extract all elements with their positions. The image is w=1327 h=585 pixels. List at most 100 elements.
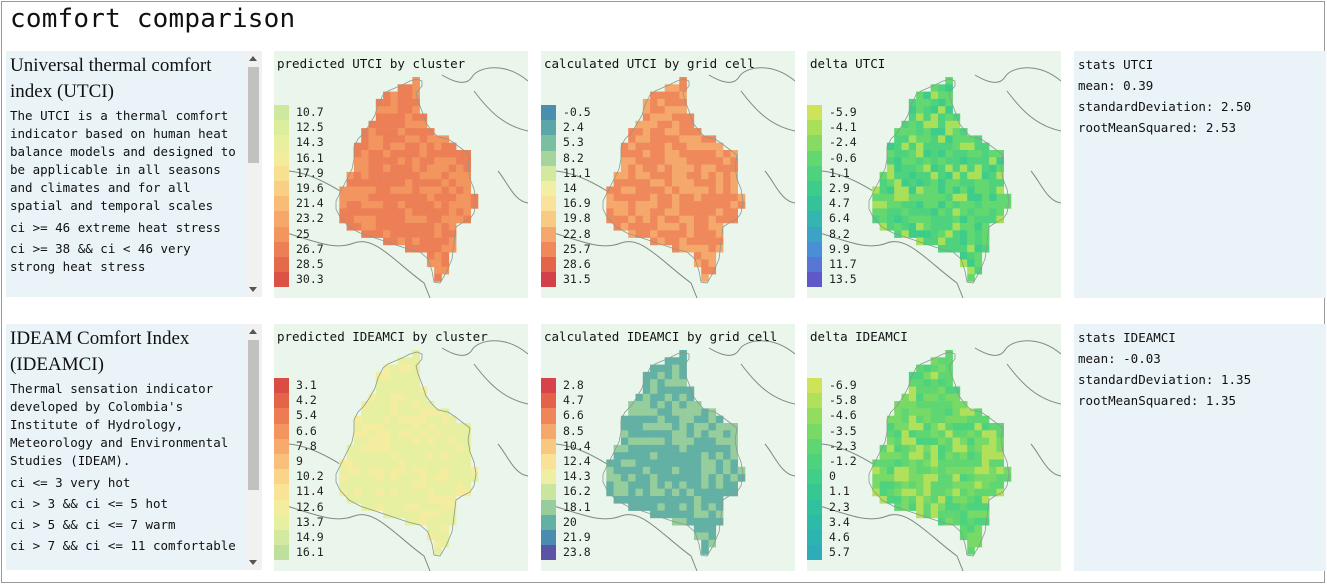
map-cell[interactable] [620, 459, 629, 468]
map-cell[interactable] [730, 488, 738, 497]
map-cell[interactable] [894, 208, 902, 216]
map-cell[interactable] [945, 496, 953, 504]
map-cell[interactable] [930, 230, 939, 238]
map-cell[interactable] [952, 503, 961, 511]
map-cell[interactable] [383, 379, 391, 387]
map-cell[interactable] [715, 437, 724, 446]
map-cell[interactable] [967, 193, 975, 202]
map-cell[interactable] [368, 474, 377, 482]
map-cell[interactable] [390, 150, 398, 158]
map-cell[interactable] [368, 430, 377, 438]
map-cell[interactable] [730, 208, 738, 216]
map-cell[interactable] [908, 201, 917, 209]
map-cell[interactable] [397, 186, 406, 195]
map-cell[interactable] [419, 113, 428, 122]
map-cell[interactable] [737, 193, 746, 202]
map-cell[interactable] [361, 186, 369, 195]
map-cell[interactable] [613, 452, 622, 460]
map-cell[interactable] [397, 379, 406, 387]
map-cell[interactable] [664, 230, 673, 238]
map-cell[interactable] [672, 379, 680, 387]
map-cell[interactable] [368, 488, 377, 497]
map-cell[interactable] [923, 401, 931, 409]
map-cell[interactable] [908, 415, 917, 424]
map-cell[interactable] [945, 386, 953, 395]
map-cell[interactable] [916, 215, 924, 224]
map-cell[interactable] [715, 171, 724, 180]
map-cell[interactable] [693, 430, 702, 438]
map-cell[interactable] [693, 474, 702, 482]
map-cell[interactable] [872, 186, 880, 195]
map-cell[interactable] [664, 164, 673, 173]
map-cell[interactable] [434, 157, 442, 165]
map-cell[interactable] [390, 503, 398, 511]
map-cell[interactable] [952, 237, 961, 246]
map-cell[interactable] [635, 466, 644, 475]
map-cell[interactable] [945, 466, 953, 475]
map-cell[interactable] [679, 142, 687, 151]
map-cell[interactable] [441, 179, 450, 187]
map-cell[interactable] [353, 423, 362, 431]
map-cell[interactable] [901, 150, 910, 158]
map-cell[interactable] [938, 503, 946, 511]
map-cell[interactable] [686, 386, 695, 395]
map-cell[interactable] [981, 179, 990, 187]
map-cell[interactable] [923, 91, 931, 100]
map-cell[interactable] [375, 423, 384, 431]
map-cell[interactable] [642, 164, 651, 173]
map-cell[interactable] [441, 517, 450, 526]
map-cell[interactable] [346, 223, 355, 231]
map-cell[interactable] [701, 215, 709, 224]
map-cell[interactable] [397, 401, 406, 409]
map-cell[interactable] [664, 444, 673, 453]
map-cell[interactable] [916, 393, 924, 402]
map-cell[interactable] [923, 142, 931, 151]
map-cell[interactable] [938, 357, 946, 365]
map-cell[interactable] [693, 201, 702, 209]
map-cell[interactable] [405, 510, 413, 519]
map-cell[interactable] [930, 91, 939, 100]
map-cell[interactable] [628, 481, 636, 489]
map-cell[interactable] [959, 201, 968, 209]
map-cell[interactable] [945, 444, 953, 453]
map-cell[interactable] [368, 466, 377, 475]
map-cell[interactable] [361, 452, 369, 460]
map-cell[interactable] [448, 150, 457, 158]
map-cell[interactable] [923, 423, 931, 431]
map-cell[interactable] [879, 201, 888, 209]
map-cell[interactable] [701, 423, 709, 431]
map-cell[interactable] [456, 215, 464, 224]
map-cell[interactable] [657, 223, 665, 231]
map-cell[interactable] [448, 230, 457, 238]
map-cell[interactable] [463, 452, 471, 460]
map-cell[interactable] [967, 547, 975, 555]
map-cell[interactable] [405, 135, 413, 143]
map-cell[interactable] [434, 474, 442, 482]
map-cell[interactable] [353, 150, 362, 158]
map-cell[interactable] [426, 459, 435, 468]
map-cell[interactable] [664, 171, 673, 180]
map-cell[interactable] [650, 488, 658, 497]
map-cell[interactable] [405, 215, 413, 224]
map-cell[interactable] [686, 201, 695, 209]
map-cell[interactable] [657, 135, 665, 143]
map-cell[interactable] [426, 157, 435, 165]
map-cell[interactable] [390, 423, 398, 431]
map-cell[interactable] [693, 237, 702, 246]
map-cell[interactable] [693, 437, 702, 446]
map-cell[interactable] [412, 237, 420, 246]
map-cell[interactable] [708, 142, 717, 151]
map-cell[interactable] [375, 215, 384, 224]
map-cell[interactable] [383, 430, 391, 438]
map-cell[interactable] [686, 244, 695, 253]
map-cell[interactable] [952, 113, 961, 122]
map-cell[interactable] [397, 128, 406, 136]
map-cell[interactable] [708, 201, 717, 209]
map-cell[interactable] [642, 415, 651, 424]
map-cell[interactable] [901, 466, 910, 475]
map-cell[interactable] [650, 201, 658, 209]
map-cell[interactable] [686, 135, 695, 143]
map-cell[interactable] [664, 415, 673, 424]
map-cell[interactable] [974, 230, 983, 238]
map-cell[interactable] [361, 201, 369, 209]
